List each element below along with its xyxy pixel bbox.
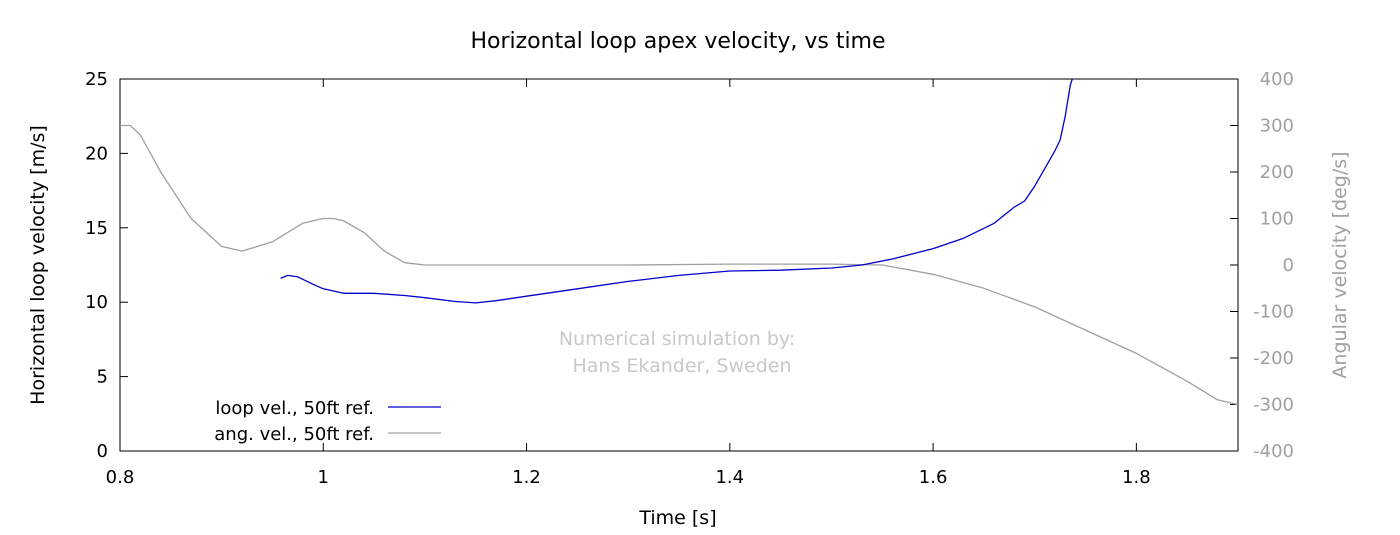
y2-axis-ticks: -400 -300 -200 -100 0 100 200 300 400	[1230, 69, 1294, 462]
y2-tick-label: 300	[1260, 116, 1294, 137]
x-axis-label: Time [s]	[638, 507, 716, 529]
y-axis-label: Horizontal loop velocity [m/s]	[27, 125, 49, 405]
y2-tick-label: 400	[1260, 69, 1294, 90]
x-tick-label: 1.4	[715, 467, 744, 488]
legend: loop vel., 50ft ref. ang. vel., 50ft ref…	[214, 398, 441, 445]
annotation-line-1: Numerical simulation by:	[559, 328, 795, 350]
annotation-line-2: Hans Ekander, Sweden	[573, 355, 792, 377]
y2-tick-label: 200	[1260, 162, 1294, 183]
legend-label-ang-vel: ang. vel., 50ft ref.	[214, 424, 374, 445]
x-axis-ticks: 0.8 1 1.2 1.4 1.6 1.8	[106, 79, 1151, 488]
x-tick-label: 1	[318, 467, 329, 488]
y-tick-label: 10	[85, 292, 108, 313]
y-axis-ticks: 0 5 10 15 20 25	[85, 69, 128, 462]
y-tick-label: 15	[85, 218, 108, 239]
y-tick-label: 5	[97, 367, 108, 388]
y-tick-label: 20	[85, 143, 108, 164]
series-line-angular-velocity	[120, 124, 1239, 406]
y-tick-label: 25	[85, 69, 108, 90]
y2-tick-label: -300	[1253, 395, 1294, 416]
y2-tick-label: 100	[1260, 209, 1294, 230]
y2-tick-label: -400	[1253, 441, 1294, 462]
y2-axis-label: Angular velocity [deg/s]	[1329, 151, 1351, 378]
y-tick-label: 0	[97, 441, 108, 462]
legend-label-loop-vel: loop vel., 50ft ref.	[215, 398, 374, 419]
x-tick-label: 0.8	[106, 467, 135, 488]
y2-tick-label: -100	[1253, 302, 1294, 323]
chart-title: Horizontal loop apex velocity, vs time	[470, 29, 885, 54]
y2-tick-label: -200	[1253, 348, 1294, 369]
y2-tick-label: 0	[1283, 255, 1294, 276]
x-tick-label: 1.6	[919, 467, 948, 488]
x-tick-label: 1.8	[1122, 467, 1151, 488]
x-tick-label: 1.2	[512, 467, 541, 488]
series-layer	[120, 78, 1239, 406]
series-line-loop-velocity	[280, 78, 1073, 304]
